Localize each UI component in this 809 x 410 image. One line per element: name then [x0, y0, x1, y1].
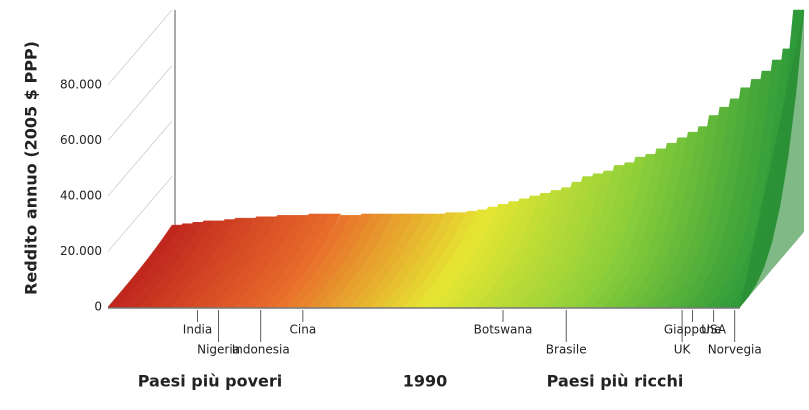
- x-label-left: Paesi più poveri: [138, 372, 283, 391]
- y-tick-label: 80.000: [60, 78, 102, 92]
- category-label: Norvegia: [708, 343, 762, 357]
- category-label: Cina: [290, 323, 317, 337]
- y-axis-label: Reddito annuo (2005 $ PPP): [22, 41, 41, 295]
- end-wall: [740, 10, 804, 307]
- y-tick-label: 20.000: [60, 244, 102, 258]
- y-tick-label: 0: [94, 300, 102, 314]
- y-tick-label: 60.000: [60, 133, 102, 147]
- category-label: Brasile: [546, 343, 587, 357]
- category-label: USA: [701, 323, 727, 337]
- x-label-right: Paesi più ricchi: [547, 372, 684, 391]
- x-label-center: 1990: [403, 372, 448, 391]
- grid-line: [107, 120, 173, 197]
- category-label: Indonesia: [232, 343, 290, 357]
- grid-line: [107, 9, 173, 86]
- y-tick-label: 40.000: [60, 189, 102, 203]
- category-label: Botswana: [474, 323, 533, 337]
- grid-line: [107, 176, 173, 252]
- grid-line: [107, 65, 173, 141]
- category-label: UK: [674, 343, 692, 357]
- category-label: India: [183, 323, 212, 337]
- category-label: Giappone: [664, 323, 722, 337]
- category-label: Nigeria: [197, 343, 240, 357]
